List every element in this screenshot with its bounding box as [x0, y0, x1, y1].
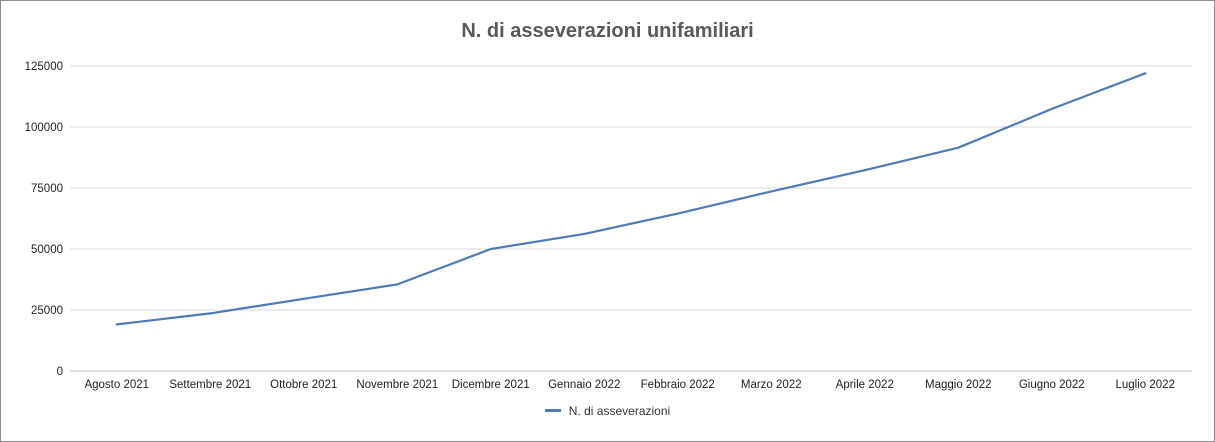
- y-tick-label: 50000: [31, 244, 63, 256]
- x-tick-label: Gennaio 2022: [548, 379, 620, 391]
- y-tick-label: 25000: [31, 305, 63, 317]
- x-tick-label: Novembre 2021: [356, 379, 438, 391]
- y-tick-label: 100000: [25, 122, 63, 134]
- data-point: [396, 283, 399, 286]
- chart-legend: N. di asseverazioni: [0, 404, 1215, 418]
- data-point: [863, 169, 866, 172]
- y-tick-label: 0: [57, 366, 63, 378]
- data-point: [676, 212, 679, 215]
- data-point: [583, 232, 586, 235]
- legend-swatch: [544, 409, 561, 413]
- x-tick-label: Aprile 2022: [836, 379, 894, 391]
- x-tick-label: Febbraio 2022: [641, 379, 715, 391]
- series-line: [115, 72, 1147, 326]
- data-point: [115, 323, 118, 326]
- y-tick-label: 75000: [31, 183, 63, 195]
- y-tick-label: 125000: [25, 61, 63, 73]
- x-tick-label: Marzo 2022: [741, 379, 802, 391]
- x-tick-label: Ottobre 2021: [270, 379, 337, 391]
- data-point: [302, 297, 305, 300]
- data-point: [1144, 72, 1147, 75]
- data-point: [489, 248, 492, 250]
- x-tick-label: Agosto 2021: [84, 379, 149, 391]
- x-tick-label: Giugno 2022: [1019, 379, 1085, 391]
- data-point: [1050, 107, 1053, 110]
- x-tick-label: Settembre 2021: [169, 379, 251, 391]
- chart-title: N. di asseverazioni unifamiliari: [461, 20, 754, 42]
- data-point: [957, 146, 960, 149]
- data-point: [770, 190, 773, 193]
- x-tick-label: Dicembre 2021: [452, 379, 530, 391]
- x-tick-label: Maggio 2022: [925, 379, 992, 391]
- data-point: [209, 312, 212, 315]
- legend-label: N. di asseverazioni: [568, 404, 671, 418]
- x-tick-label: Luglio 2022: [1116, 379, 1175, 391]
